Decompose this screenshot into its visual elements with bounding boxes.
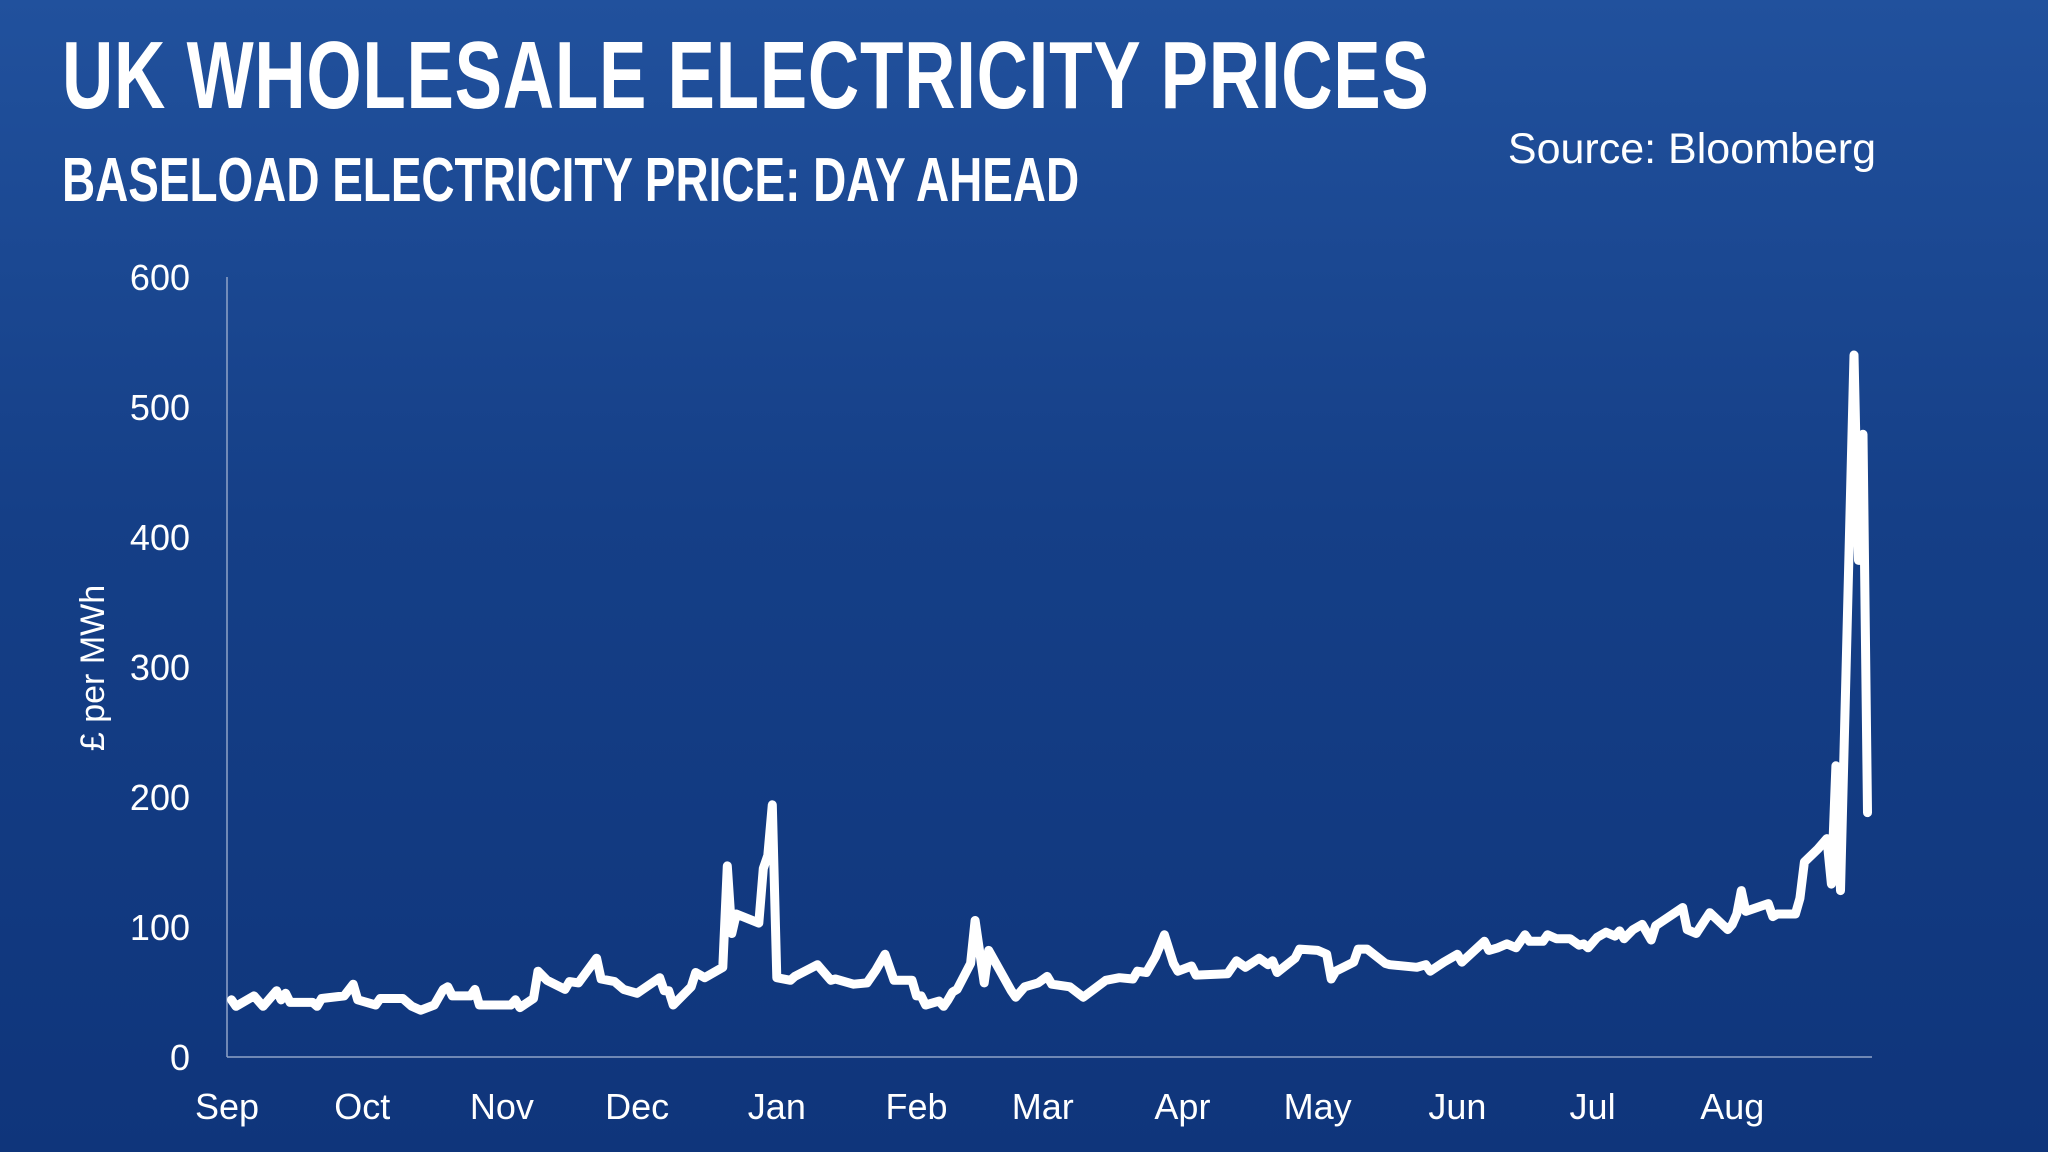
x-tick-label: Jun — [1428, 1086, 1486, 1127]
x-tick-label: May — [1284, 1086, 1352, 1127]
x-axis: Sep Oct Nov Dec Jan Feb Mar Apr May Jun Jul Aug — [195, 1086, 1764, 1127]
y-tick-label: 300 — [130, 647, 190, 688]
y-axis-label: £ per MWh — [74, 585, 112, 751]
x-tick-label: Jan — [748, 1086, 806, 1127]
price-series-line — [227, 350, 1872, 1015]
y-tick-label: 100 — [130, 907, 190, 948]
y-tick-label: 500 — [130, 387, 190, 428]
x-tick-label: Nov — [470, 1086, 534, 1127]
y-tick-label: 0 — [170, 1037, 190, 1078]
y-tick-label: 400 — [130, 517, 190, 558]
x-tick-label: Jul — [1570, 1086, 1616, 1127]
x-tick-label: Dec — [605, 1086, 669, 1127]
source-label: Source: Bloomberg — [1507, 125, 1876, 173]
y-axis: 0 100 200 300 400 500 600 — [130, 257, 190, 1078]
y-tick-label: 200 — [130, 777, 190, 818]
x-tick-label: Apr — [1154, 1086, 1210, 1127]
x-tick-label: Feb — [886, 1086, 948, 1127]
chart-subtitle: BASELOAD ELECTRICITY PRICE: DAY AHEAD — [62, 146, 1080, 215]
x-tick-label: Mar — [1012, 1086, 1074, 1127]
x-tick-label: Sep — [195, 1086, 259, 1127]
x-tick-label: Aug — [1700, 1086, 1764, 1127]
y-tick-label: 600 — [130, 257, 190, 298]
x-tick-label: Oct — [334, 1086, 390, 1127]
chart-title: UK WHOLESALE ELECTRICITY PRICES — [62, 22, 1430, 129]
